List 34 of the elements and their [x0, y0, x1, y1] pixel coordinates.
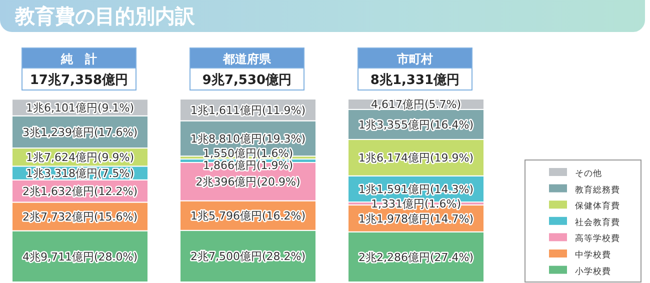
data-label: 4兆9,711億円(28.0%) [22, 250, 138, 264]
chart-title: 教育費の目的別内訳 [15, 3, 195, 30]
data-label: 1兆6,174億円(19.9%) [358, 152, 474, 165]
data-label: 4,617億円(5.7%) [370, 98, 462, 112]
total-label: 8兆1,331億円 [370, 72, 460, 88]
legend-label: 小学校費 [575, 266, 611, 277]
data-label: 2兆7,732億円(15.6%) [22, 210, 138, 224]
data-label: 1兆3,355億円(16.4%) [358, 118, 474, 132]
data-label: 1兆7,624億円(9.9%) [26, 151, 134, 164]
data-label: 1兆5,796億円(16.2%) [190, 210, 306, 223]
total-label: 9兆7,530億円 [202, 72, 292, 88]
legend-label: 保健体育費 [575, 200, 620, 212]
legend-label: 教育総務費 [575, 184, 620, 196]
total-label: 17兆7,358億円 [30, 72, 128, 88]
legend-label: 高等学校費 [575, 233, 620, 244]
legend-label: その他 [575, 168, 602, 179]
x-tick-label: 市町村 [396, 52, 433, 66]
data-label: 1兆1,591億円(14.3%) [358, 182, 474, 196]
data-label: 2兆396億円(20.9%) [196, 176, 300, 189]
data-label: 1,866億円(1.9%) [202, 159, 294, 172]
x-tick-label: 純 計 [60, 52, 97, 66]
data-label: 1兆6,101億円(9.1%) [26, 102, 134, 115]
data-label: 1,331億円(1.6%) [370, 197, 462, 210]
data-label: 2兆1,632億円(12.2%) [22, 185, 138, 198]
legend-label: 社会教育費 [575, 216, 620, 228]
data-label: 2兆7,500億円(28.2%) [190, 250, 306, 264]
data-label: 1兆3,318億円(7.5%) [26, 167, 134, 180]
data-label: 2兆2,286億円(27.4%) [358, 250, 474, 264]
data-label: 1兆1,611億円(11.9%) [190, 104, 306, 117]
x-tick-label: 都道府県 [222, 52, 272, 66]
data-label: 3兆1,239億円(17.6%) [22, 126, 138, 139]
data-label: 1兆1,978億円(14.7%) [358, 212, 474, 226]
data-label: 1兆8,810億円(19.3%) [190, 132, 306, 146]
legend-label: 中学校費 [575, 250, 611, 260]
